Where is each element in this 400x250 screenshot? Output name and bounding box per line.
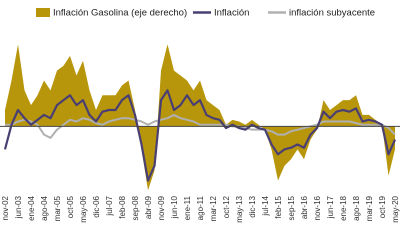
x-tick-label: jun-03 (14, 195, 23, 219)
x-tick-label: ene-11 (183, 195, 192, 220)
x-tick-label: ene-04 (27, 195, 36, 220)
x-tick-label: jun-17 (326, 195, 335, 219)
x-tick-label: abr-16 (300, 195, 309, 219)
x-tick-label: mar-12 (209, 195, 218, 221)
x-tick-label: may-06 (79, 195, 88, 222)
x-tick-label: ago-11 (196, 195, 205, 220)
x-tick-label: abr-09 (144, 195, 153, 219)
x-tick-label: feb-08 (118, 195, 127, 218)
x-tick-label: sep-08 (131, 195, 140, 220)
legend-label: Inflación (214, 8, 249, 19)
x-tick-label: ago-04 (40, 195, 49, 220)
x-tick-label: nov-16 (313, 195, 322, 220)
x-tick-label: jul-14 (261, 195, 270, 216)
x-tick-label: ago-18 (352, 195, 361, 220)
x-tick-label: nov-02 (1, 195, 10, 220)
x-tick-label: sep-15 (287, 195, 296, 220)
x-tick-label: jun-10 (170, 195, 179, 219)
legend-swatch (36, 8, 50, 17)
x-tick-label: jul-07 (105, 195, 114, 216)
x-tick-label: oct-19 (378, 195, 387, 218)
area (5, 44, 395, 191)
x-tick-label: nov-09 (157, 195, 166, 220)
x-tick-label: ene-18 (339, 195, 348, 220)
line (5, 113, 396, 139)
legend: Inflación Gasolina (eje derecho) Inflació… (36, 8, 375, 19)
x-tick-label: oct-12 (222, 195, 231, 218)
x-tick-label: dic-06 (92, 195, 101, 217)
x-tick-label: may-20 (391, 195, 400, 222)
x-tick-label: feb-15 (274, 195, 283, 218)
x-tick-label: dic-13 (248, 195, 257, 217)
legend-label: inflación subyacente (289, 8, 375, 19)
x-tick-label: mar-19 (365, 195, 374, 221)
x-tick-label: may-13 (235, 195, 244, 222)
x-tick-label: mar-05 (53, 195, 62, 221)
legend-label: Inflación Gasolina (eje derecho) (53, 8, 187, 19)
x-tick-label: oct-05 (66, 195, 75, 218)
line (3, 89, 397, 182)
